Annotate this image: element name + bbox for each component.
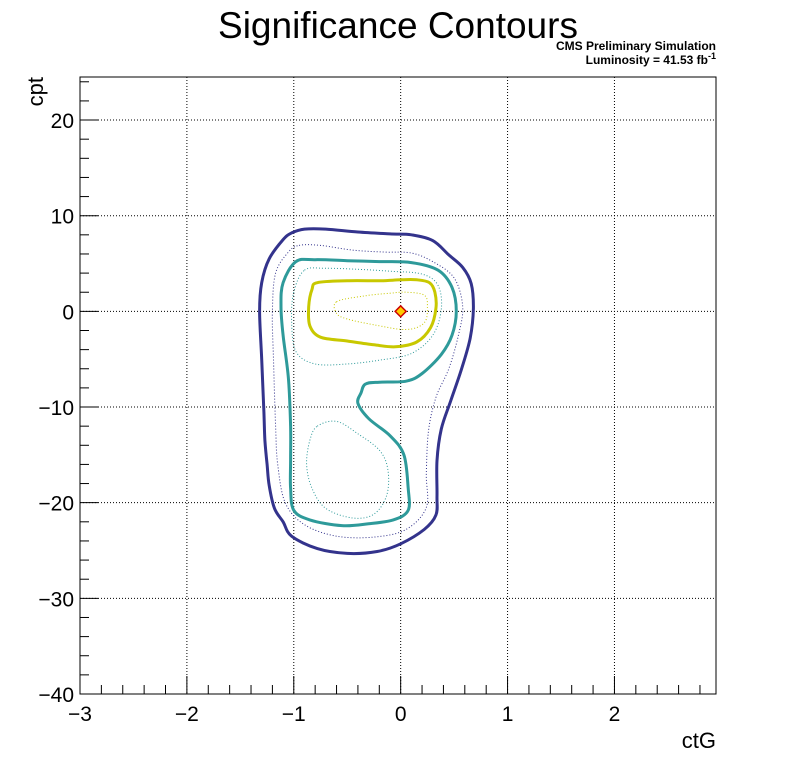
y-axis-title: cpt <box>23 77 48 106</box>
contour-dotted-6 <box>333 291 428 331</box>
best-fit-marker <box>394 304 408 318</box>
y-tick-label: 20 <box>51 110 74 133</box>
contour-dotted-4 <box>306 420 390 519</box>
luminosity-value: Luminosity = 41.53 fb <box>586 53 708 67</box>
chart-title: Significance Contours <box>218 5 578 46</box>
contour-solid-2 <box>279 257 458 528</box>
contour-solid-5 <box>306 278 438 349</box>
x-tick-label: 1 <box>502 703 514 726</box>
contour-lines <box>258 227 475 556</box>
y-tick-label: 0 <box>62 301 74 324</box>
axis-ticks <box>79 81 701 695</box>
x-tick-label: 2 <box>609 703 621 726</box>
contour-solid-0 <box>258 227 475 556</box>
grid <box>80 77 716 694</box>
cms-label: CMS Preliminary Simulation <box>556 39 716 53</box>
y-tick-label: −30 <box>38 588 74 611</box>
x-axis-title: ctG <box>682 728 716 753</box>
contour-dotted-3 <box>291 267 443 366</box>
plot-frame <box>79 76 717 695</box>
luminosity-unit-exponent: -1 <box>708 51 716 61</box>
x-tick-label: −1 <box>282 703 306 726</box>
y-tick-label: −20 <box>38 493 74 516</box>
x-tick-label: −2 <box>175 703 199 726</box>
y-tick-label: −10 <box>38 397 74 420</box>
x-tick-label: 0 <box>395 703 407 726</box>
best-fit-layer <box>394 304 408 318</box>
luminosity-label: Luminosity = 41.53 fb-1 <box>586 51 716 67</box>
x-tick-label: −3 <box>68 703 92 726</box>
y-tick-label: 10 <box>51 206 74 229</box>
y-tick-label: −40 <box>38 684 74 707</box>
